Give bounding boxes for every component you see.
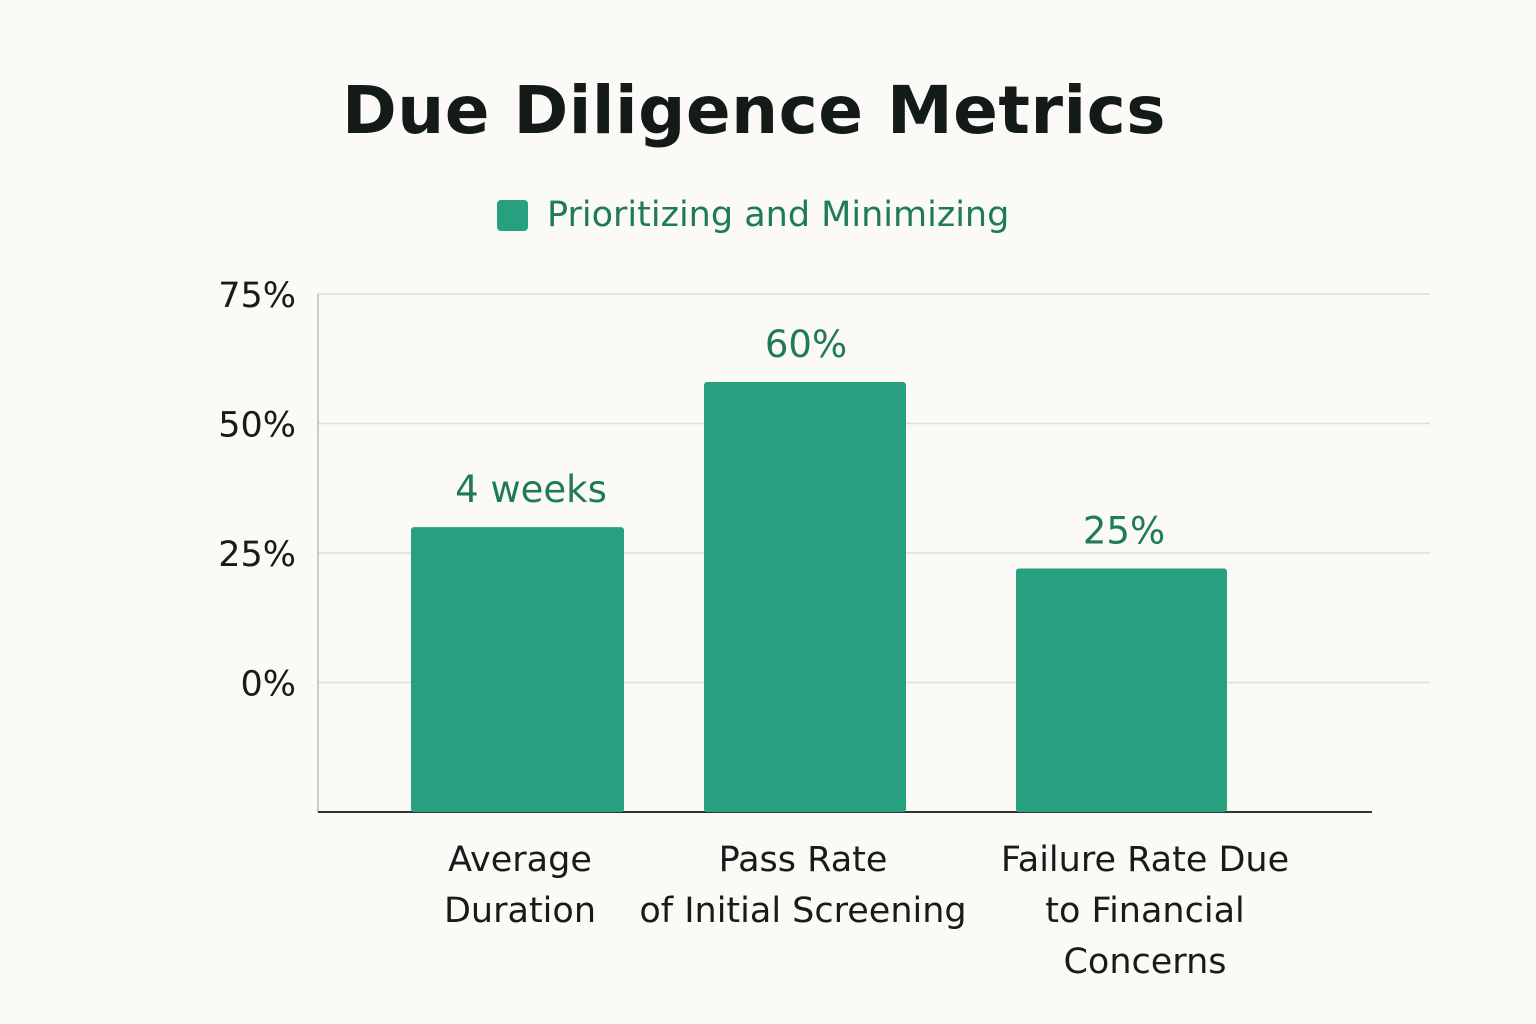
x-tick-label: Pass Rate: [719, 840, 888, 880]
y-tick-label: 50%: [218, 406, 296, 446]
x-tick-label: Average: [448, 840, 592, 880]
data-label: 25%: [1083, 510, 1165, 553]
bar: [704, 382, 906, 812]
y-tick-label: 0%: [240, 665, 296, 705]
y-tick-label: 25%: [218, 535, 296, 575]
x-tick-label: Failure Rate Due: [1001, 840, 1289, 880]
legend-label: Prioritizing and Minimizing: [547, 195, 1010, 235]
chart-title: Due Diligence Metrics: [341, 72, 1167, 149]
data-label: 4 weeks: [455, 468, 607, 511]
x-tick-label: Concerns: [1063, 942, 1226, 982]
x-tick-label: to Financial: [1045, 891, 1245, 931]
legend: Prioritizing and Minimizing: [497, 192, 1009, 238]
data-label: 60%: [765, 323, 847, 366]
x-tick-label: Duration: [444, 891, 596, 931]
y-tick-label: 75%: [218, 276, 296, 316]
legend-swatch: [497, 199, 528, 231]
bar: [411, 527, 624, 812]
bar: [1016, 568, 1227, 812]
x-tick-label: of Initial Screening: [639, 891, 966, 931]
